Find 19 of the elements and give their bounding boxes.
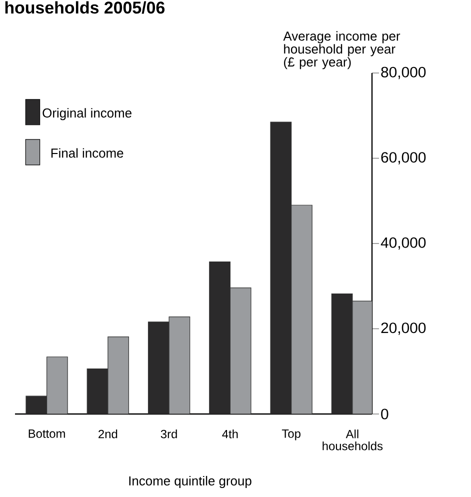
bar xyxy=(230,288,252,414)
bar xyxy=(291,204,312,414)
y-tick-label: 60,000 xyxy=(381,152,426,164)
legend-label: Original income xyxy=(42,108,132,120)
x-tick-label: All households xyxy=(322,430,383,450)
y-tick-label: 0 xyxy=(381,408,388,420)
x-axis-title: Income quintile group xyxy=(129,476,252,488)
x-tick-label: 3rd xyxy=(160,430,177,438)
legend-label: Final income xyxy=(51,148,124,158)
x-tick-label: 4th xyxy=(222,430,238,438)
y-tick-label: 40,000 xyxy=(380,237,426,250)
x-tick-label: 2nd xyxy=(98,430,118,438)
bar xyxy=(108,336,130,414)
bar xyxy=(46,356,68,414)
chart-title: households 2005/06 xyxy=(5,1,165,14)
x-tick-label: Bottom xyxy=(28,430,65,438)
y-tick-label: 20,000 xyxy=(381,322,426,335)
x-tick-label: Top xyxy=(282,430,300,440)
bar xyxy=(168,316,190,414)
